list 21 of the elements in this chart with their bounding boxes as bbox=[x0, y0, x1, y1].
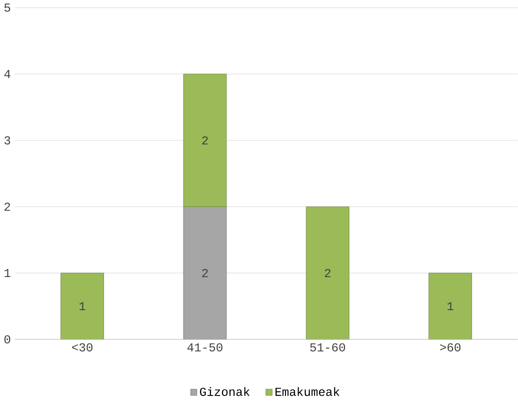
legend-label: Gizonak bbox=[200, 387, 250, 396]
x-tick-label: <30 bbox=[72, 343, 92, 352]
data-label: 1 bbox=[448, 302, 454, 310]
y-tick-label: 1 bbox=[4, 269, 10, 278]
y-tick-label: 4 bbox=[4, 70, 10, 78]
legend-label: Emakumeak bbox=[276, 387, 340, 396]
bar bbox=[60, 272, 104, 340]
data-label: 2 bbox=[202, 136, 208, 144]
bar bbox=[428, 272, 472, 340]
bar bbox=[183, 74, 227, 207]
y-tick-label: 5 bbox=[4, 4, 10, 12]
y-tick-label: 3 bbox=[4, 136, 10, 145]
y-tick-label: 2 bbox=[4, 202, 10, 211]
y-tick-label: 0 bbox=[4, 335, 10, 344]
data-label: 2 bbox=[202, 269, 208, 278]
x-tick-label: >60 bbox=[440, 343, 460, 352]
x-tick-label: 41-50 bbox=[187, 343, 222, 352]
data-label: 1 bbox=[80, 302, 86, 310]
x-tick-label: 51-60 bbox=[310, 343, 346, 352]
bar bbox=[306, 206, 350, 340]
data-label: 2 bbox=[324, 269, 330, 278]
